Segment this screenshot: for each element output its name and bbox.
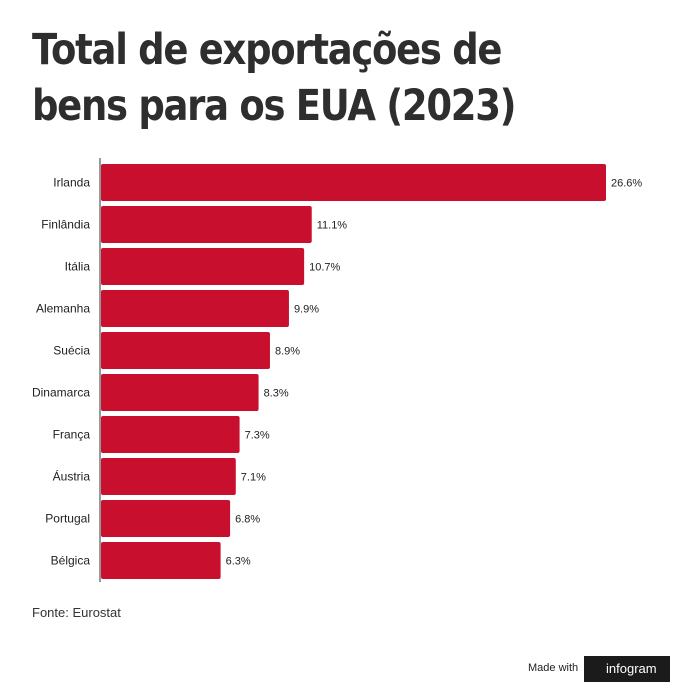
category-label: Finlândia (41, 218, 90, 232)
bar-chart: Irlanda 26.6% Finlândia 11.1% Itália 10.7% Ale… (32, 158, 642, 582)
bar[interactable] (101, 416, 240, 453)
made-with-label: Made with (528, 662, 579, 674)
value-label: 10.7% (309, 262, 340, 274)
category-label: Suécia (53, 344, 90, 358)
category-label: Bélgica (51, 554, 91, 568)
source-note: Fonte: Eurostat (32, 605, 121, 620)
infogram-logo[interactable] (584, 656, 670, 682)
value-label: 8.9% (275, 346, 300, 358)
category-label: Dinamarca (32, 386, 90, 400)
bar[interactable] (101, 164, 606, 201)
category-label: França (53, 428, 91, 442)
category-label: Itália (65, 260, 91, 274)
value-label: 6.8% (235, 514, 260, 526)
bar[interactable] (101, 542, 221, 579)
value-label: 8.3% (264, 388, 289, 400)
category-label: Portugal (45, 512, 90, 526)
bar[interactable] (101, 500, 231, 537)
chart-title: Total de exportações de bens para os EUA… (32, 25, 517, 131)
value-label: 9.9% (294, 304, 319, 316)
category-label: Alemanha (36, 302, 90, 316)
bar[interactable] (101, 206, 312, 243)
value-label: 26.6% (611, 178, 642, 190)
bars-group: Irlanda 26.6% Finlândia 11.1% Itália 10.7% Ale… (32, 164, 642, 579)
category-label: Áustria (53, 469, 91, 484)
bar[interactable] (101, 248, 305, 285)
value-label: 11.1% (317, 220, 348, 232)
category-label: Irlanda (53, 176, 90, 190)
value-label: 7.1% (241, 472, 266, 484)
infogram-brand[interactable]: infogram (606, 661, 657, 676)
bar[interactable] (101, 374, 259, 411)
value-label: 7.3% (245, 430, 270, 442)
bar[interactable] (101, 458, 236, 495)
bar[interactable] (101, 290, 289, 327)
value-label: 6.3% (226, 556, 251, 568)
bar[interactable] (101, 332, 270, 369)
